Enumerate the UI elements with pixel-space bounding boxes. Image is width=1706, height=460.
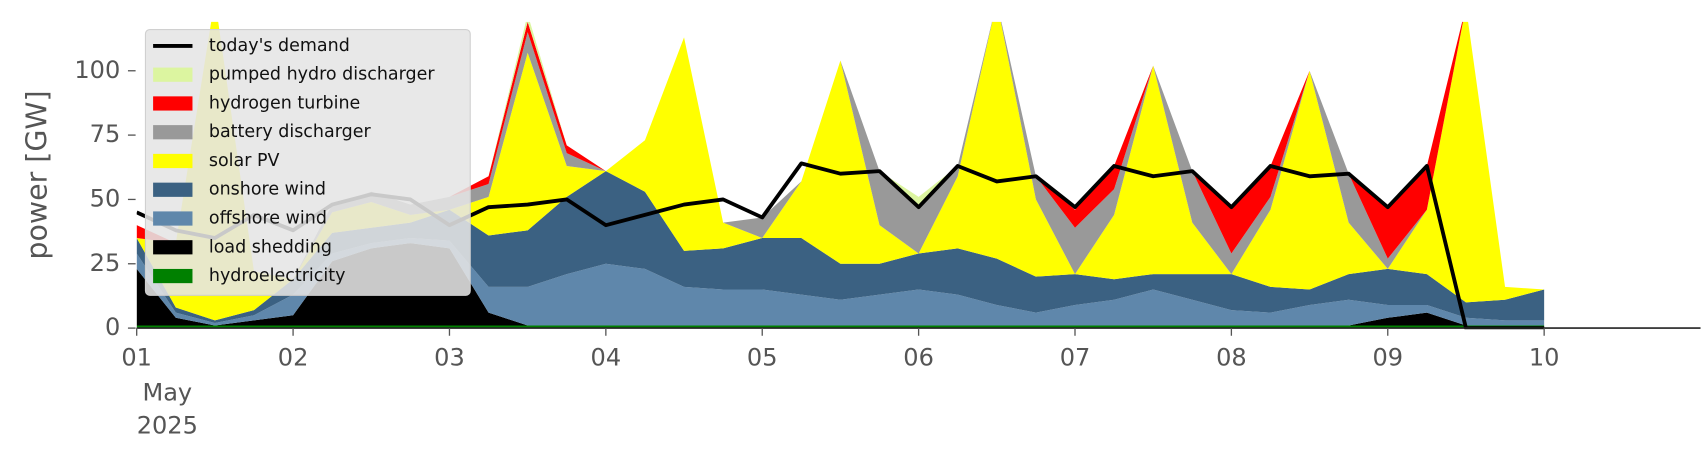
legend-label: solar PV [209, 151, 280, 171]
area [136, 171, 1545, 323]
legend-swatch [153, 211, 193, 226]
legend-swatch [153, 96, 193, 111]
legend-label: today's demand [209, 36, 350, 56]
x-tick-label: 05 [747, 344, 778, 372]
y-tick-label: 25 [90, 249, 121, 277]
x-tick-label: 07 [1060, 344, 1091, 372]
legend: today's demand pumped hydro discharger hyd… [144, 28, 471, 296]
legend-swatch [153, 153, 193, 169]
y-tick-label: 75 [90, 120, 121, 148]
y-tick-label: 50 [90, 184, 121, 212]
x-tick-label: 10 [1529, 344, 1560, 372]
y-tick-label: 0 [105, 313, 120, 341]
legend-label: pumped hydro discharger [209, 65, 436, 85]
legend-label: battery discharger [209, 122, 372, 142]
y-tick-label: 100 [74, 56, 120, 84]
legend-swatch [153, 182, 193, 197]
x-tick-sublabel: May [142, 379, 192, 407]
legend-label: offshore wind [209, 209, 327, 229]
legend-swatch [153, 268, 193, 284]
legend-swatch [153, 67, 193, 82]
legend-label: hydrogen turbine [209, 93, 360, 113]
legend-box [144, 28, 471, 296]
legend-label: onshore wind [209, 180, 326, 200]
x-tick-label: 06 [903, 344, 934, 372]
x-tick-label: 03 [434, 344, 465, 372]
x-tick-label: 01 [121, 344, 152, 372]
legend-swatch [153, 125, 193, 140]
legend-label: hydroelectricity [209, 266, 346, 286]
x-tick-label: 04 [591, 344, 622, 372]
x-tick-label: 02 [278, 344, 309, 372]
legend-swatch [153, 240, 193, 255]
x-tick-label: 08 [1216, 344, 1247, 372]
x-tick-label: 09 [1372, 344, 1403, 372]
x-tick-sublabel: 2025 [137, 412, 198, 440]
y-axis-label: power [GW] [20, 90, 53, 259]
area [136, 238, 1545, 326]
area [136, 21, 1545, 321]
legend-label: load shedding [209, 237, 332, 257]
